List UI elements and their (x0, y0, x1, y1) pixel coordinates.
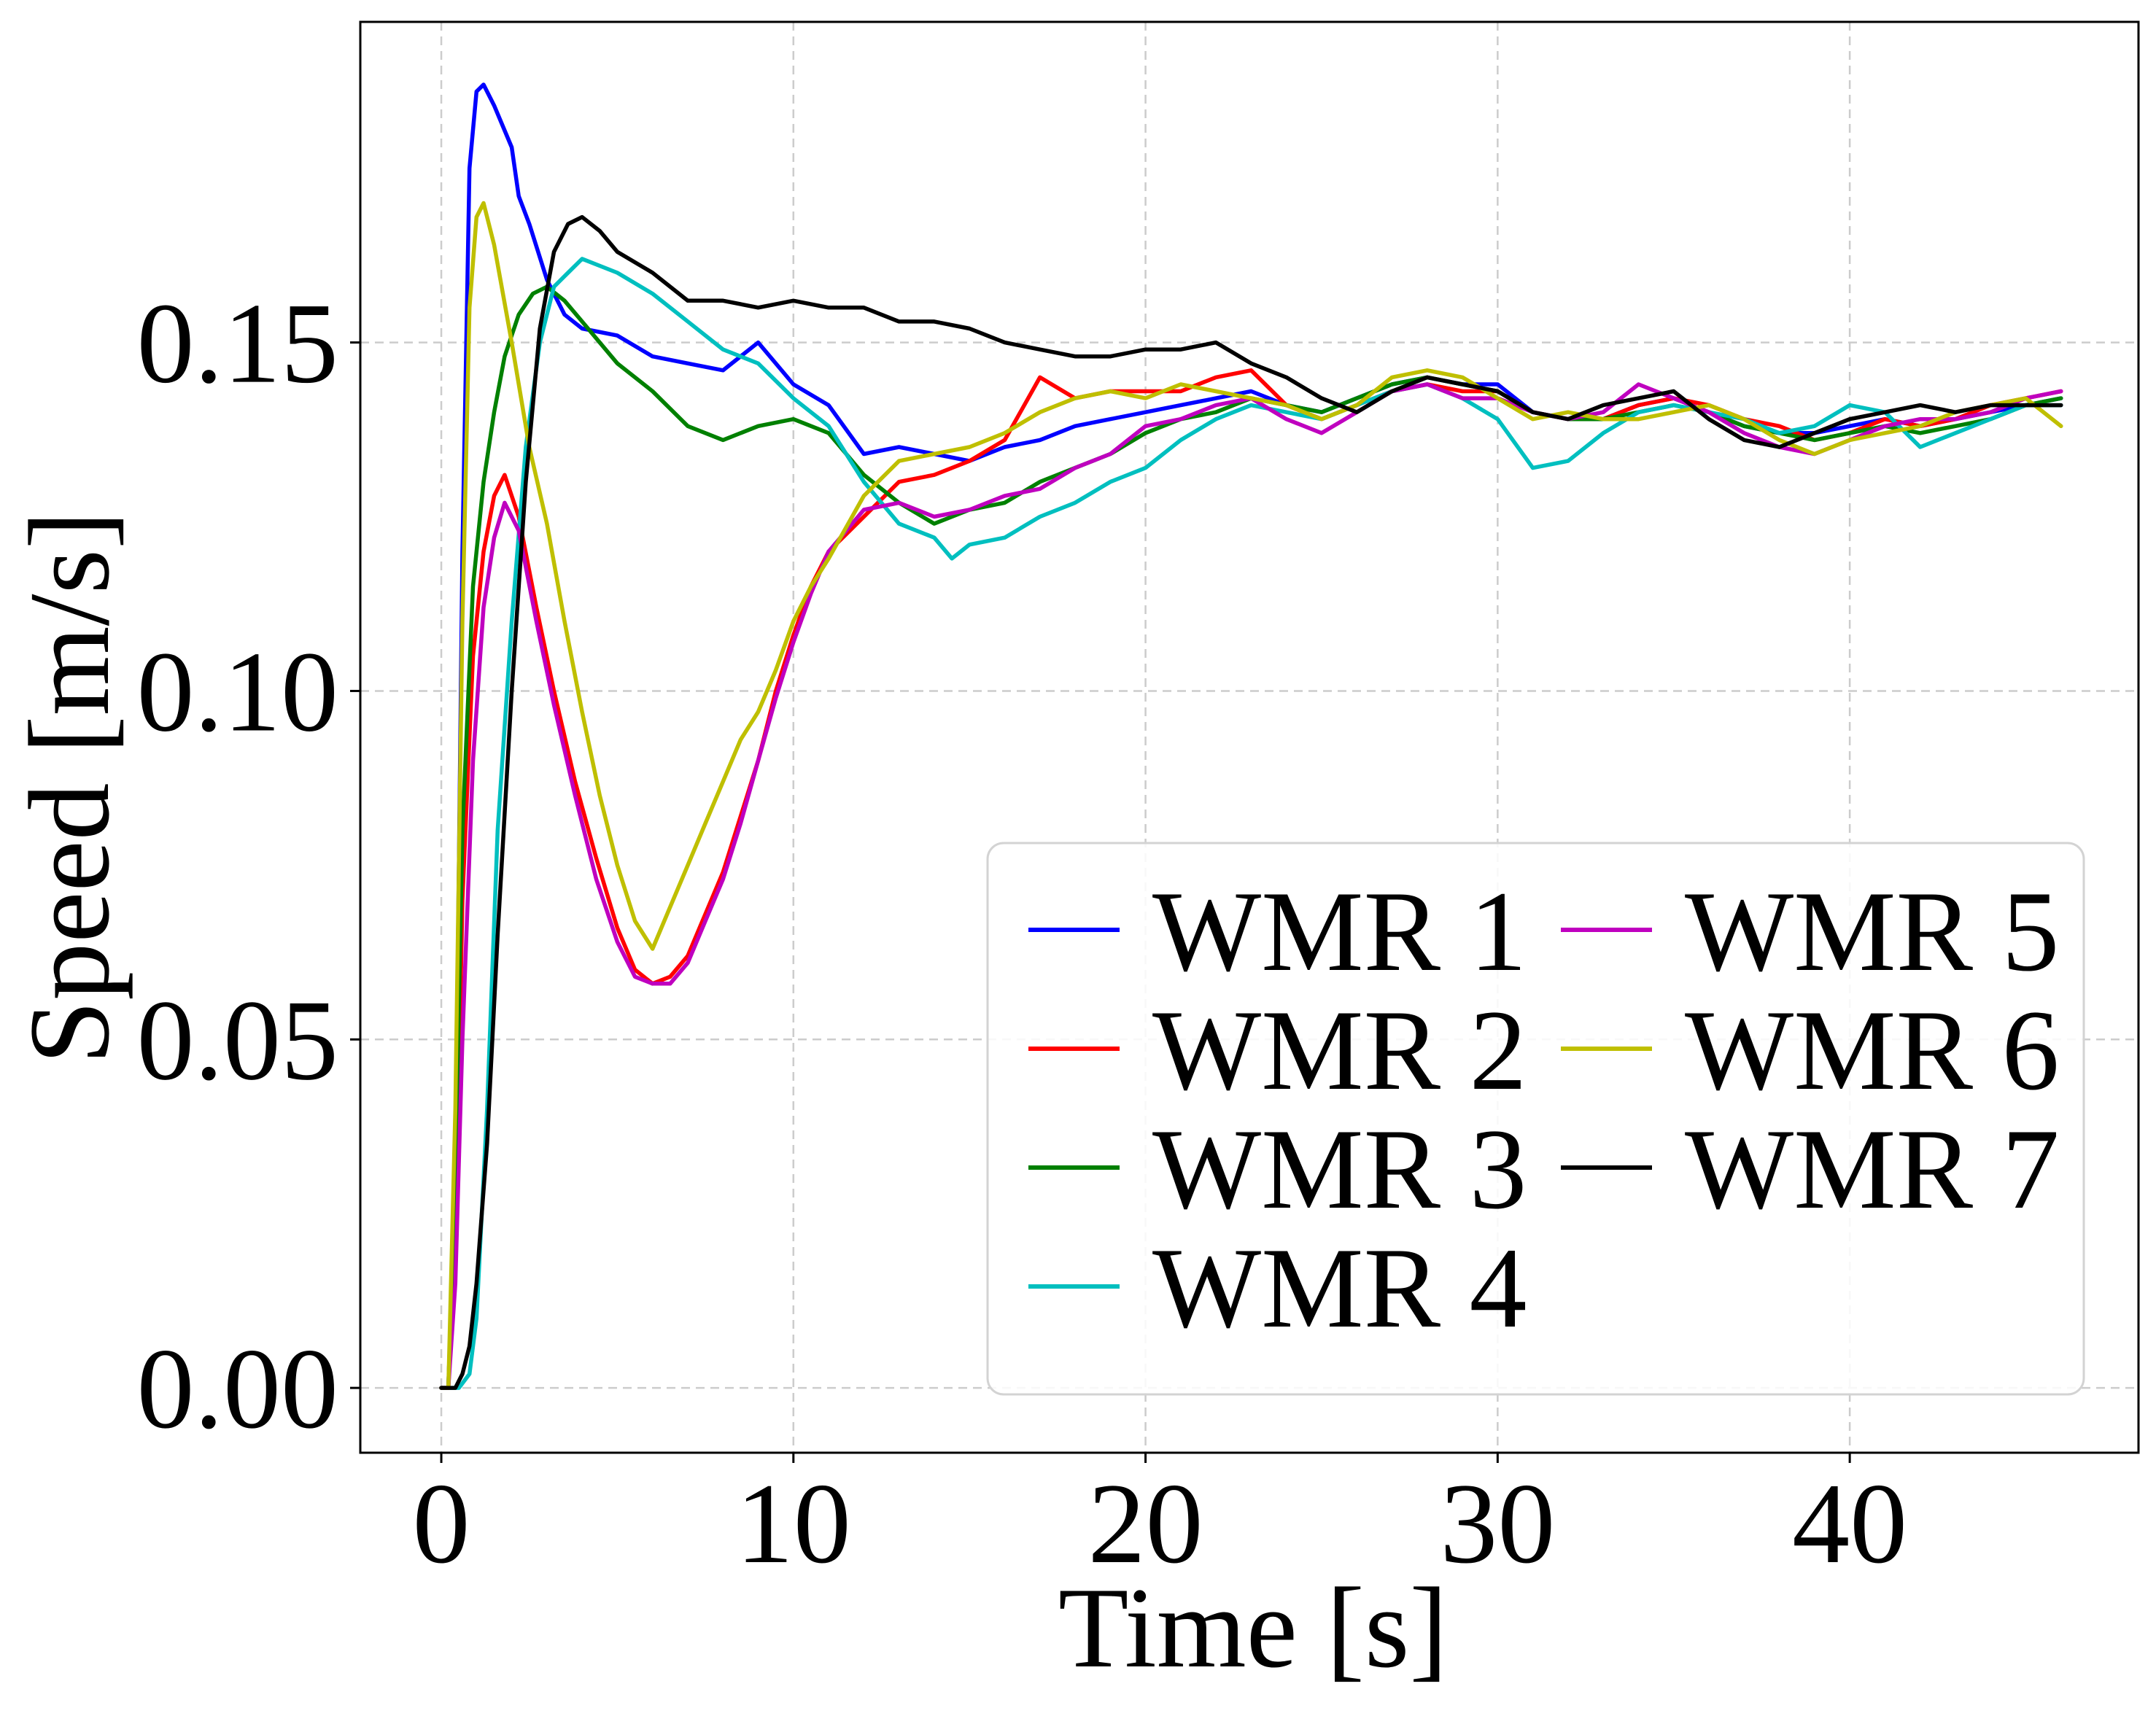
grid (360, 22, 2138, 1453)
x-axis: 0 10 20 30 40 (413, 1453, 1907, 1588)
legend-label-wmr-4: WMR 4 (1152, 1224, 1527, 1352)
legend-label-wmr-1: WMR 1 (1152, 868, 1527, 995)
x-tick-label: 10 (736, 1460, 851, 1588)
series-line-wmr-5 (439, 382, 2063, 1390)
legend-label-wmr-7: WMR 7 (1685, 1106, 2060, 1233)
y-tick-label: 0.00 (137, 1325, 339, 1453)
x-tick-label: 30 (1440, 1460, 1555, 1588)
x-tick-label: 0 (413, 1460, 470, 1588)
plot-frame (359, 20, 2140, 1454)
x-tick-label: 40 (1792, 1460, 1907, 1588)
series-line-wmr-7 (439, 214, 2063, 1390)
y-tick-label: 0.10 (137, 628, 339, 756)
series-line-wmr-6 (439, 201, 2063, 1390)
legend-label-wmr-3: WMR 3 (1152, 1106, 1527, 1233)
legend-box (986, 842, 2085, 1396)
x-axis-title: Time [s] (1058, 1564, 1448, 1692)
y-tick-label: 0.15 (137, 280, 339, 408)
series-group (439, 82, 2063, 1390)
x-tick-label: 20 (1088, 1460, 1203, 1588)
y-axis-title: Speed [m/s] (6, 510, 133, 1064)
y-axis: 0.00 0.05 0.10 0.15 (137, 280, 360, 1453)
y-tick-label: 0.05 (137, 977, 339, 1104)
legend-label-wmr-5: WMR 5 (1685, 868, 2060, 995)
legend-label-wmr-6: WMR 6 (1685, 987, 2060, 1114)
legend-label-wmr-2: WMR 2 (1152, 987, 1527, 1114)
